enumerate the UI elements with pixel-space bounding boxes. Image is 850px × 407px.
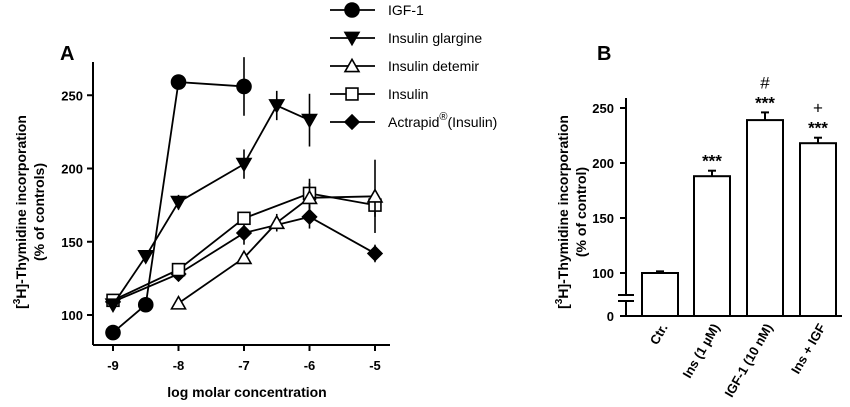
- category-label: IGF-1 (10 nM): [721, 321, 775, 400]
- data-point: [236, 78, 252, 95]
- data-point: [170, 74, 187, 90]
- data-point: [137, 250, 155, 265]
- legend-item: Insulin detemir: [330, 57, 479, 74]
- a-ytick-label: 200: [61, 162, 83, 177]
- legend-item: Insulin glargine: [330, 30, 482, 47]
- series-insulin-detemir: [170, 159, 384, 310]
- legend-item: Insulin: [330, 86, 428, 102]
- series-igf-1: [105, 57, 252, 341]
- a-ytick-label: 100: [61, 308, 83, 323]
- data-point: [301, 189, 318, 205]
- legend-label: Insulin: [388, 86, 428, 102]
- data-point: [235, 249, 253, 265]
- legend-item: IGF-1: [330, 2, 424, 18]
- legend-marker: [344, 2, 360, 18]
- panel-a-label: A: [60, 43, 74, 65]
- data-point: [366, 245, 384, 262]
- a-xtick-label: -5: [369, 358, 381, 373]
- panel-b: B [3H]-Thymidine incorporation (% of con…: [554, 43, 842, 400]
- series-line: [112, 104, 310, 306]
- legend-marker: [345, 87, 359, 101]
- data-point: [366, 188, 384, 203]
- data-point: [137, 296, 154, 313]
- data-point: [170, 295, 187, 310]
- bar: [641, 272, 679, 317]
- legend-marker: [343, 57, 361, 73]
- significance-label: ***: [755, 93, 775, 112]
- legend-label: IGF-1: [388, 2, 424, 18]
- bar-group: ***+: [799, 99, 837, 317]
- svg-text:[3H]-Thymidine incorporation: [3H]-Thymidine incorporation: [12, 115, 29, 309]
- category-label: Ctr.: [647, 321, 671, 347]
- panel-a-ylabel: [3H]-Thymidine incorporation (% of contr…: [12, 115, 47, 309]
- significance-label: ***: [702, 152, 722, 171]
- data-point: [301, 208, 318, 225]
- b-ytick-label: 200: [592, 156, 614, 171]
- bar: [746, 119, 784, 317]
- series-line: [177, 195, 376, 305]
- significance-label: ***: [808, 119, 828, 138]
- series-line: [112, 81, 245, 334]
- data-point: [171, 262, 186, 277]
- panel-a-xlabel: log molar concentration: [167, 384, 326, 400]
- data-point: [268, 99, 286, 114]
- data-point: [301, 113, 318, 129]
- bar: [799, 142, 837, 317]
- data-point: [235, 157, 253, 173]
- legend-marker: [343, 31, 361, 47]
- svg-text:(% of control): (% of control): [573, 167, 589, 257]
- legend-item: Actrapid®(Insulin): [330, 111, 497, 131]
- b-ytick-label: 150: [592, 211, 614, 226]
- legend-label: Insulin glargine: [388, 30, 482, 46]
- data-point: [268, 214, 286, 230]
- data-point: [105, 324, 121, 341]
- bar-group: ***#: [746, 73, 784, 317]
- data-point: [104, 298, 122, 314]
- a-ytick-label: 150: [61, 235, 83, 250]
- data-point: [237, 211, 251, 226]
- b-ytick-label: 100: [592, 266, 614, 281]
- bar-group: [641, 270, 679, 317]
- b-ytick-label: 250: [592, 101, 614, 116]
- a-xtick-label: -6: [304, 358, 316, 373]
- significance-symbol: #: [760, 73, 770, 92]
- series-insulin-glargine: [104, 90, 318, 314]
- category-label: Ins + IGF: [788, 321, 829, 376]
- a-xtick-label: -7: [238, 358, 250, 373]
- panel-b-label: B: [597, 43, 611, 65]
- b-ytick-label: 0: [607, 309, 614, 324]
- significance-symbol: +: [813, 99, 823, 118]
- a-xtick-label: -9: [107, 358, 119, 373]
- data-point: [235, 224, 253, 242]
- a-xtick-label: -8: [173, 358, 185, 373]
- legend-label: Insulin detemir: [388, 58, 479, 74]
- a-ytick-label: 250: [61, 88, 83, 103]
- legend-label: Actrapid®(Insulin): [388, 111, 497, 130]
- category-label: Ins (1 µM): [679, 321, 722, 381]
- legend-marker: [343, 113, 361, 131]
- bar-group: ***: [693, 152, 731, 317]
- data-point: [170, 195, 187, 211]
- panel-a: A [3H]-Thymidine incorporation (% of con…: [12, 2, 497, 400]
- svg-text:[3H]-Thymidine incorporation: [3H]-Thymidine incorporation: [554, 115, 571, 309]
- bar: [693, 175, 731, 317]
- svg-text:(% of controls): (% of controls): [31, 163, 47, 261]
- panel-b-ylabel: [3H]-Thymidine incorporation (% of contr…: [554, 115, 589, 309]
